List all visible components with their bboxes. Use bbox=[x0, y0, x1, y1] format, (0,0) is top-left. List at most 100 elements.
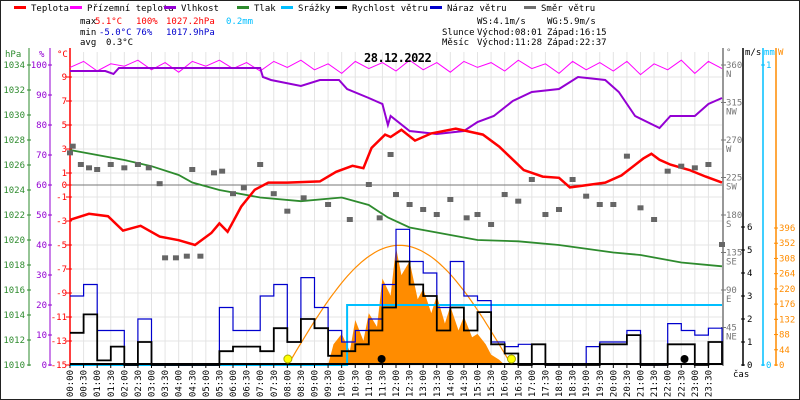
humidity-tick-label: 50 bbox=[36, 211, 47, 221]
x-tick-label: 05:00 bbox=[202, 370, 212, 397]
wind-direction-point bbox=[107, 162, 114, 167]
temperature-tick-label: 5 bbox=[62, 121, 67, 131]
direction-tick-label: 45 bbox=[726, 324, 737, 334]
pressure-tick-label: 1014 bbox=[3, 311, 25, 321]
humidity-tick-label: 70 bbox=[36, 151, 47, 161]
x-tick-label: 23:30 bbox=[704, 370, 714, 397]
solar-tick-label: 0 bbox=[779, 361, 784, 371]
stat-wind-gust: WG:5.9m/s bbox=[547, 17, 596, 27]
wind-direction-point bbox=[542, 212, 549, 217]
temperature-tick-label: 1 bbox=[62, 169, 67, 179]
x-tick-label: 05:30 bbox=[215, 370, 225, 397]
pressure-tick-label: 1032 bbox=[3, 86, 25, 96]
x-tick-label: 20:30 bbox=[623, 370, 633, 397]
wind-direction-point bbox=[691, 165, 698, 171]
legend-item: Teplota bbox=[14, 4, 69, 14]
legend-item: Přízemní teplota bbox=[70, 4, 174, 14]
solar-tick-label: 264 bbox=[779, 270, 795, 280]
compass-label: N bbox=[726, 70, 731, 80]
x-tick-label: 04:00 bbox=[175, 370, 185, 397]
wind-direction-point bbox=[610, 202, 617, 207]
x-tick-label: 17:30 bbox=[541, 370, 551, 397]
pressure-tick-label: 1034 bbox=[3, 61, 25, 71]
legend-item: Tlak bbox=[237, 4, 276, 14]
legend-label: Rychlost větru bbox=[352, 4, 428, 14]
x-tick-label: 23:00 bbox=[691, 370, 701, 397]
wind-direction-point bbox=[447, 197, 454, 202]
compass-label: E bbox=[726, 295, 731, 305]
wind-direction-point bbox=[406, 202, 413, 207]
wind-direction-point bbox=[162, 255, 169, 261]
wind-tick-label: 2 bbox=[747, 315, 752, 325]
wind-tick-label: 5 bbox=[747, 246, 752, 256]
x-tick-label: 13:30 bbox=[433, 370, 443, 397]
rain-tick-label: 1 bbox=[766, 61, 771, 71]
x-tick-label: 00:30 bbox=[80, 370, 90, 397]
rain-tick-label: 0 bbox=[766, 361, 771, 371]
wind-direction-point bbox=[189, 167, 196, 172]
moon-label: Měsíc bbox=[442, 38, 470, 48]
wind-direction-point bbox=[219, 168, 226, 174]
x-tick-label: 08:00 bbox=[283, 370, 293, 397]
x-tick-label: 03:30 bbox=[161, 370, 171, 397]
direction-tick-label: 360 bbox=[726, 61, 742, 71]
feels-like-line bbox=[69, 59, 723, 76]
pressure-tick-label: 1030 bbox=[3, 111, 25, 121]
wind-direction-point bbox=[284, 208, 291, 214]
legend-item: Náraz větru bbox=[430, 4, 507, 14]
wind-tick-label: 6 bbox=[747, 223, 752, 233]
x-tick-label: 21:30 bbox=[650, 370, 660, 397]
wind-direction-point bbox=[393, 192, 399, 197]
x-tick-label: 16:00 bbox=[501, 370, 511, 397]
humidity-line bbox=[70, 67, 723, 136]
temperature-tick-label: -11 bbox=[51, 313, 67, 323]
x-tick-label: 19:00 bbox=[582, 370, 592, 397]
pressure-tick-label: 1010 bbox=[3, 361, 25, 371]
compass-label: SE bbox=[726, 258, 737, 268]
compass-label: NE bbox=[726, 333, 737, 343]
temperature-tick-label: -3 bbox=[56, 217, 67, 227]
direction-tick-label: 315 bbox=[726, 99, 742, 109]
sun-event-marker bbox=[506, 354, 516, 364]
wind-tick-label: 3 bbox=[747, 292, 752, 302]
wind-direction-point bbox=[420, 207, 427, 212]
x-tick-label: 18:00 bbox=[555, 370, 565, 397]
temperature-tick-label: -15 bbox=[51, 361, 67, 371]
wind-direction-point bbox=[583, 193, 590, 199]
temperature-tick-label: -13 bbox=[51, 337, 67, 347]
legend-swatch bbox=[70, 6, 82, 9]
humidity-tick-label: 30 bbox=[36, 271, 47, 281]
x-tick-label: 06:00 bbox=[229, 370, 239, 397]
x-tick-label: 11:00 bbox=[365, 370, 375, 397]
solar-tick-label: 132 bbox=[779, 315, 795, 325]
wind-direction-point bbox=[346, 217, 353, 222]
wind-direction-point bbox=[86, 165, 93, 171]
humidity-tick-label: 0 bbox=[42, 361, 47, 371]
wind-direction-point bbox=[134, 162, 141, 167]
wind-direction-point bbox=[678, 163, 685, 169]
legend-swatch bbox=[164, 6, 176, 9]
temperature-tick-label: -7 bbox=[56, 265, 67, 275]
legend-label: Tlak bbox=[254, 4, 276, 14]
stat-max-label: max bbox=[80, 17, 97, 27]
temperature-line bbox=[69, 127, 723, 247]
wind-direction-point bbox=[230, 191, 236, 197]
x-tick-label: 04:30 bbox=[188, 370, 198, 397]
wind-direction-point bbox=[365, 182, 372, 187]
stat-min-label: min bbox=[80, 28, 97, 38]
wind-direction-point bbox=[145, 165, 152, 171]
stat-avg-temp: 0.3°C bbox=[106, 38, 134, 48]
x-tick-label: 02:00 bbox=[120, 370, 130, 397]
x-tick-label: 11:30 bbox=[378, 370, 388, 397]
wind-direction-point bbox=[172, 255, 179, 261]
stat-max-hum: 100% bbox=[136, 17, 158, 27]
x-tick-label: 07:00 bbox=[256, 370, 266, 397]
legend-item: Srážky bbox=[281, 4, 331, 14]
wind-direction-point bbox=[474, 212, 481, 217]
stat-wind-speed: WS:4.1m/s bbox=[477, 17, 526, 27]
direction-tick-label: 180 bbox=[726, 211, 742, 221]
stat-max-temp: 5.1°C bbox=[95, 17, 123, 27]
legend-label: Náraz větru bbox=[447, 4, 507, 14]
x-tick-label: 12:00 bbox=[392, 370, 402, 397]
